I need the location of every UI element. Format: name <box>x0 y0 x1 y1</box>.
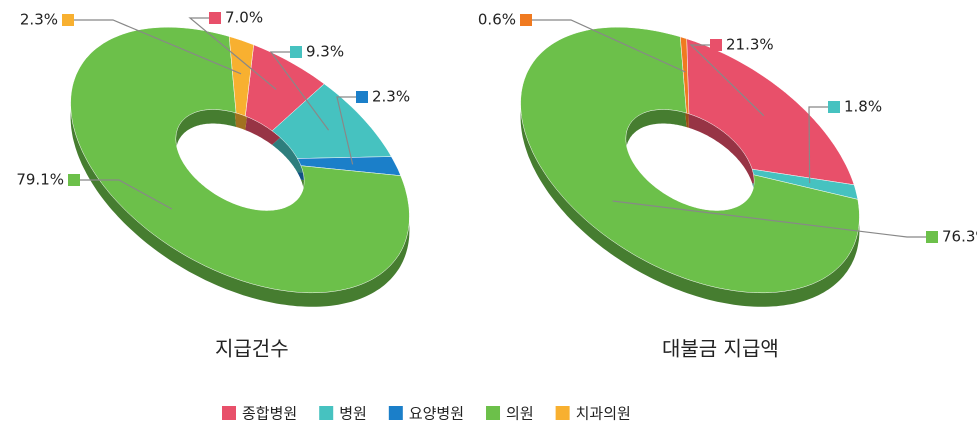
slice <box>680 36 690 115</box>
leader-line <box>526 19 686 73</box>
leader-line <box>612 200 932 238</box>
label-marker <box>356 91 368 103</box>
value-label: 7.0% <box>225 9 263 27</box>
leader-line <box>808 106 834 184</box>
label-marker <box>520 14 532 26</box>
value-label: 9.3% <box>306 43 344 61</box>
label-marker <box>209 12 221 24</box>
value-label: 2.3% <box>372 88 410 106</box>
legend-swatch <box>319 406 334 420</box>
slice <box>228 36 254 117</box>
value-label: 1.8% <box>844 98 882 116</box>
legend-swatch <box>486 406 501 420</box>
value-label: 0.6% <box>478 11 516 29</box>
label-marker <box>68 174 80 186</box>
legend-swatch <box>222 406 236 420</box>
label-marker <box>926 231 938 243</box>
leader-line <box>336 96 362 165</box>
value-label: 79.1% <box>16 171 64 189</box>
label-marker <box>290 46 302 58</box>
chart-title: 지급건수 <box>215 337 289 361</box>
legend-swatch <box>388 406 403 420</box>
legend-label: 치과의원 <box>576 405 631 423</box>
label-marker <box>828 101 840 113</box>
chart-title: 대불금 지급액 <box>662 337 779 361</box>
legend-swatch <box>555 406 570 420</box>
value-label: 76.3% <box>942 228 977 246</box>
legend-label: 요양병원 <box>409 405 464 423</box>
value-label: 2.3% <box>20 11 58 29</box>
leader-line <box>74 179 173 210</box>
leader-line <box>68 19 242 75</box>
leader-line <box>269 51 330 131</box>
legend-label: 의원 <box>506 405 534 423</box>
legend-label: 종합병원 <box>242 405 297 423</box>
label-marker <box>62 14 74 26</box>
leader-line <box>188 17 277 90</box>
leader-line <box>689 44 765 117</box>
legend-label: 병원 <box>339 405 367 423</box>
label-marker <box>710 39 722 51</box>
value-label: 21.3% <box>726 36 774 54</box>
